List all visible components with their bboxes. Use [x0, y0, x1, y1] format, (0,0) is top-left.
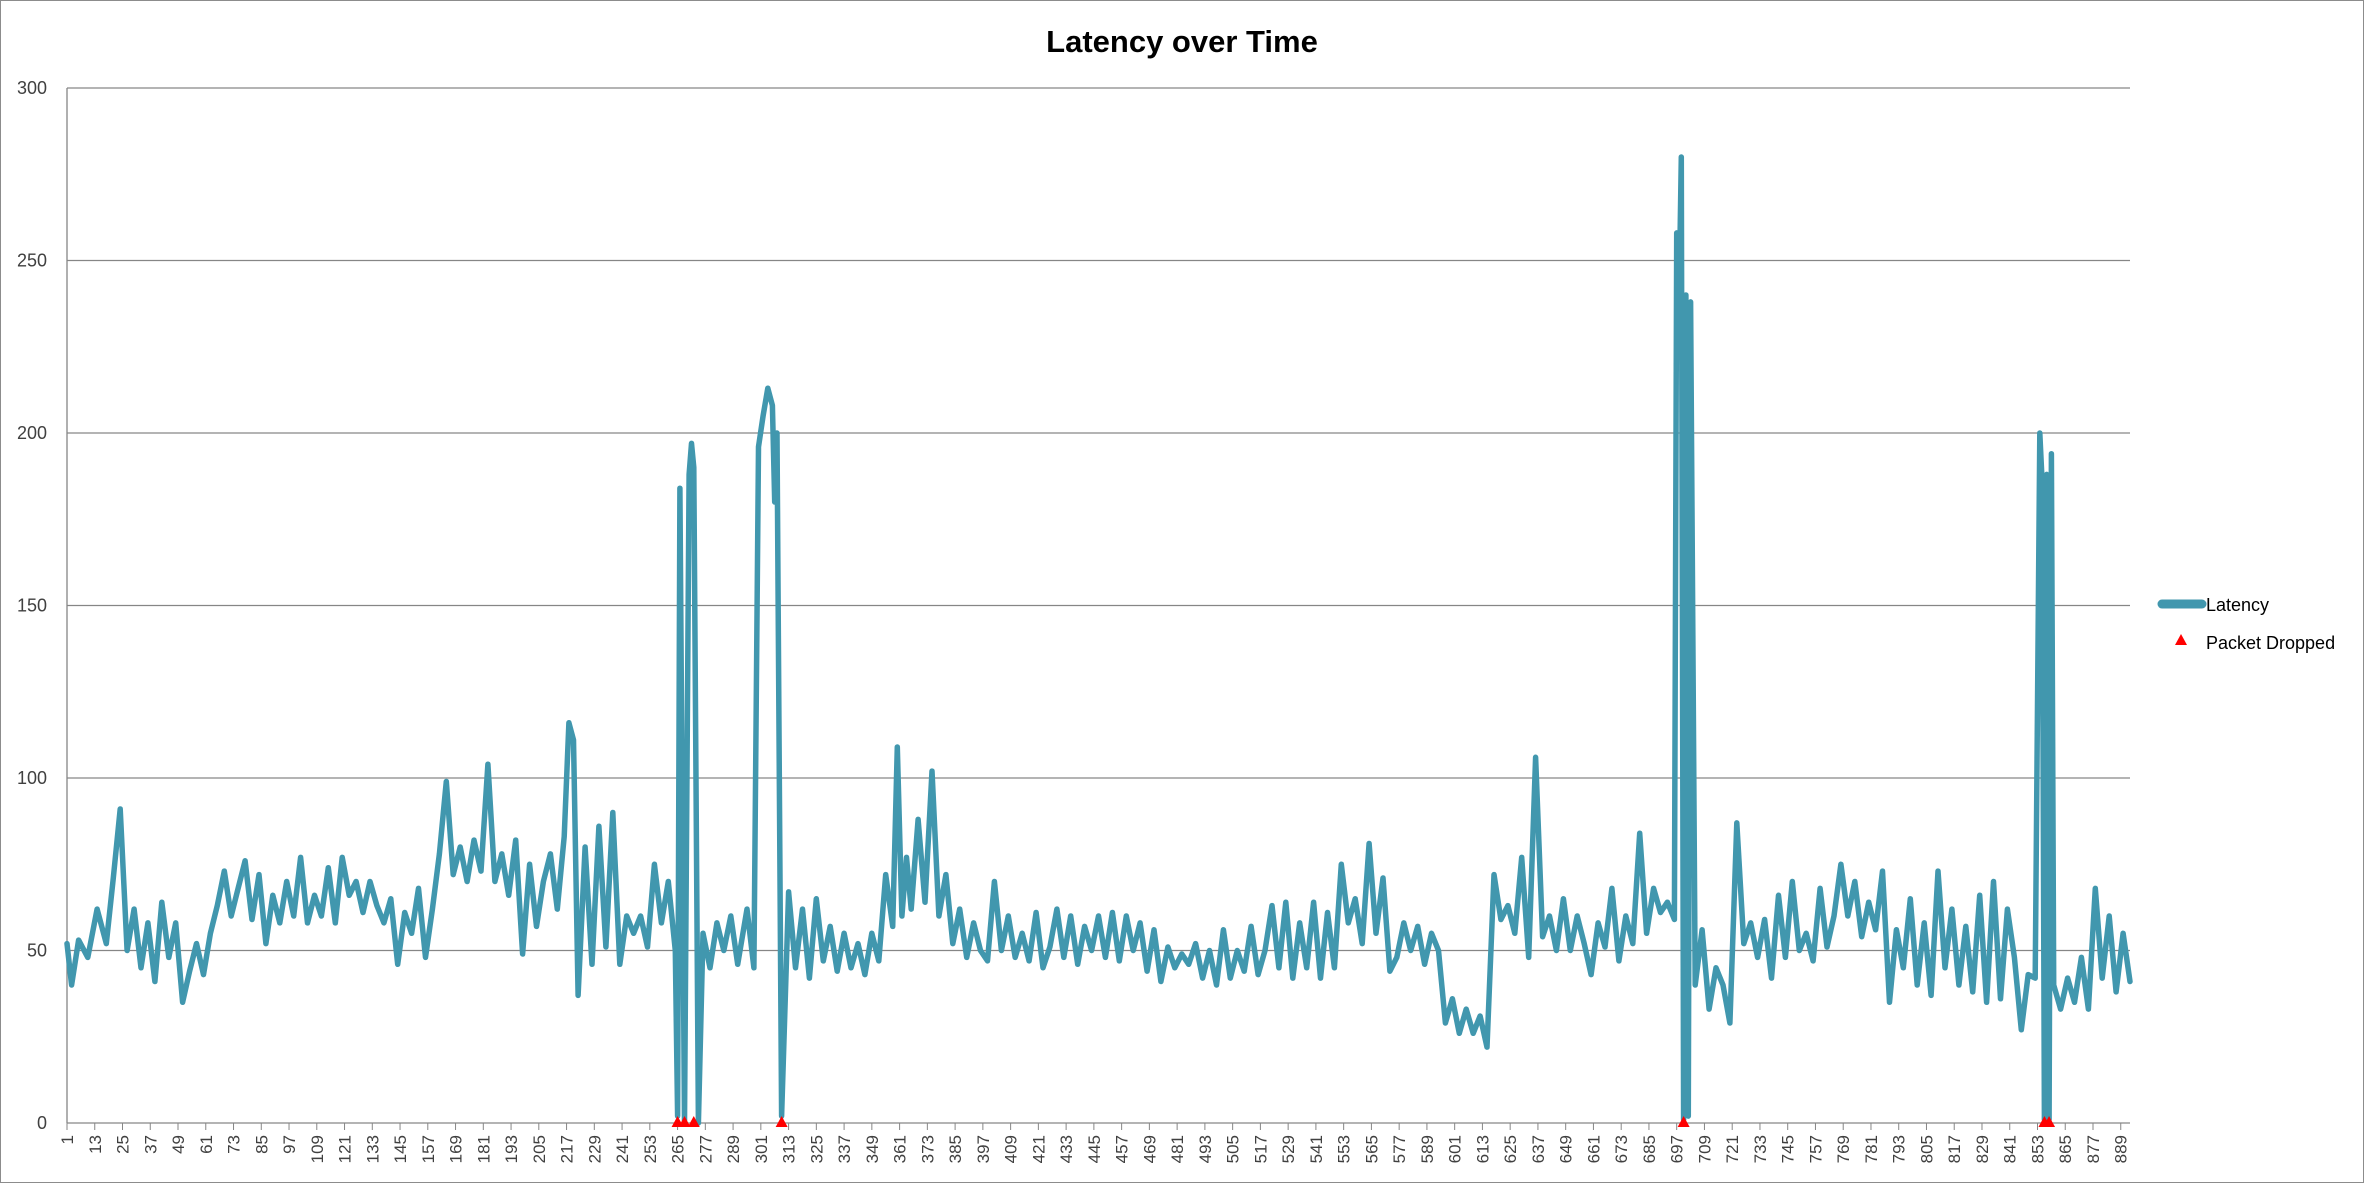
x-tick-label: 61: [197, 1135, 216, 1154]
x-tick-label: 829: [1973, 1135, 1992, 1163]
x-tick-label: 433: [1057, 1135, 1076, 1163]
x-tick-label: 793: [1890, 1135, 1909, 1163]
x-tick-label: 169: [447, 1135, 466, 1163]
x-tick-label: 337: [835, 1135, 854, 1163]
x-tick-label: 673: [1612, 1135, 1631, 1163]
y-axis-ticks: 0 50 100 150 200 250 300: [17, 78, 47, 1133]
series-latency-line: [64, 154, 2133, 1126]
x-tick-label: 145: [391, 1135, 410, 1163]
x-tick-label: 229: [585, 1135, 604, 1163]
x-tick-label: 625: [1501, 1135, 1520, 1163]
y-tick-label: 150: [17, 596, 47, 616]
packet-dropped-markers: [671, 1116, 2056, 1127]
x-tick-label: 241: [613, 1135, 632, 1163]
x-tick-label: 517: [1251, 1135, 1270, 1163]
x-tick-label: 37: [141, 1135, 160, 1154]
x-tick-label: 637: [1529, 1135, 1548, 1163]
y-tick-label: 0: [37, 1113, 47, 1133]
x-tick-label: 577: [1390, 1135, 1409, 1163]
y-tick-label: 100: [17, 768, 47, 788]
x-tick-label: 49: [169, 1135, 188, 1154]
x-tick-label: 133: [363, 1135, 382, 1163]
x-tick-label: 73: [225, 1135, 244, 1154]
legend-latency-label: Latency: [2206, 595, 2269, 615]
x-tick-label: 445: [1085, 1135, 1104, 1163]
x-tick-label: 481: [1168, 1135, 1187, 1163]
x-tick-label: 685: [1640, 1135, 1659, 1163]
legend-packet-dropped-swatch: [2175, 634, 2187, 645]
x-tick-label: 301: [752, 1135, 771, 1163]
x-tick-label: 853: [2028, 1135, 2047, 1163]
x-tick-label: 697: [1668, 1135, 1687, 1163]
x-tick-label: 745: [1779, 1135, 1798, 1163]
x-tick-label: 13: [86, 1135, 105, 1154]
x-tick-label: 781: [1862, 1135, 1881, 1163]
x-tick-label: 601: [1446, 1135, 1465, 1163]
x-tick-label: 289: [724, 1135, 743, 1163]
packet-dropped-marker: [678, 1116, 691, 1127]
x-tick-label: 181: [474, 1135, 493, 1163]
x-tick-label: 565: [1362, 1135, 1381, 1163]
x-tick-label: 205: [530, 1135, 549, 1163]
x-tick-label: 493: [1196, 1135, 1215, 1163]
packet-dropped-marker: [775, 1116, 788, 1127]
x-tick-label: 85: [252, 1135, 271, 1154]
x-tick-label: 529: [1279, 1135, 1298, 1163]
y-tick-label: 250: [17, 251, 47, 271]
x-tick-label: 769: [1834, 1135, 1853, 1163]
x-tick-label: 541: [1307, 1135, 1326, 1163]
x-tick-label: 649: [1557, 1135, 1576, 1163]
gridlines: [66, 87, 2130, 1124]
packet-dropped-marker: [687, 1116, 700, 1127]
x-tick-label: 865: [2056, 1135, 2075, 1163]
x-tick-label: 817: [1945, 1135, 1964, 1163]
x-tick-label: 421: [1029, 1135, 1048, 1163]
x-tick-label: 349: [863, 1135, 882, 1163]
x-tick-label: 589: [1418, 1135, 1437, 1163]
x-tick-label: 877: [2084, 1135, 2103, 1163]
x-tick-label: 121: [336, 1135, 355, 1163]
x-tick-label: 325: [807, 1135, 826, 1163]
y-tick-label: 50: [27, 941, 47, 961]
x-tick-label: 385: [946, 1135, 965, 1163]
x-tick-label: 661: [1584, 1135, 1603, 1163]
x-tick-label: 157: [419, 1135, 438, 1163]
y-tick-label: 200: [17, 423, 47, 443]
x-tick-label: 109: [308, 1135, 327, 1163]
x-tick-label: 1: [58, 1135, 77, 1144]
x-tick-label: 217: [558, 1135, 577, 1163]
x-tick-label: 709: [1695, 1135, 1714, 1163]
x-tick-label: 397: [974, 1135, 993, 1163]
legend-packet-dropped-label: Packet Dropped: [2206, 633, 2335, 653]
x-tick-label: 841: [2001, 1135, 2020, 1163]
x-tick-label: 265: [669, 1135, 688, 1163]
x-tick-label: 313: [780, 1135, 799, 1163]
x-tick-label: 373: [918, 1135, 937, 1163]
x-tick-label: 409: [1002, 1135, 1021, 1163]
x-tick-label: 805: [1917, 1135, 1936, 1163]
x-tick-label: 97: [280, 1135, 299, 1154]
x-tick-label: 757: [1806, 1135, 1825, 1163]
x-tick-label: 193: [502, 1135, 521, 1163]
x-tick-label: 733: [1751, 1135, 1770, 1163]
x-tick-label: 505: [1224, 1135, 1243, 1163]
x-tick-label: 553: [1335, 1135, 1354, 1163]
x-tick-label: 25: [114, 1135, 133, 1154]
x-tick-label: 469: [1140, 1135, 1159, 1163]
x-tick-label: 361: [891, 1135, 910, 1163]
packet-dropped-marker: [1677, 1116, 1690, 1127]
x-tick-label: 613: [1473, 1135, 1492, 1163]
x-tick-label: 277: [696, 1135, 715, 1163]
x-axis-ticks: 1 13 25 37 49 61 73 85 97 109 121 133 145 157 169 181 19…: [58, 1123, 2131, 1163]
packet-dropped-marker: [2043, 1116, 2056, 1127]
chart-title: Latency over Time: [1046, 24, 1318, 59]
y-tick-label: 300: [17, 78, 47, 98]
x-tick-label: 721: [1723, 1135, 1742, 1163]
x-tick-label: 457: [1113, 1135, 1132, 1163]
x-tick-label: 253: [641, 1135, 660, 1163]
plot-series: [64, 154, 2133, 1126]
legend: Latency Packet Dropped: [2157, 595, 2335, 653]
x-tick-label: 889: [2112, 1135, 2131, 1163]
